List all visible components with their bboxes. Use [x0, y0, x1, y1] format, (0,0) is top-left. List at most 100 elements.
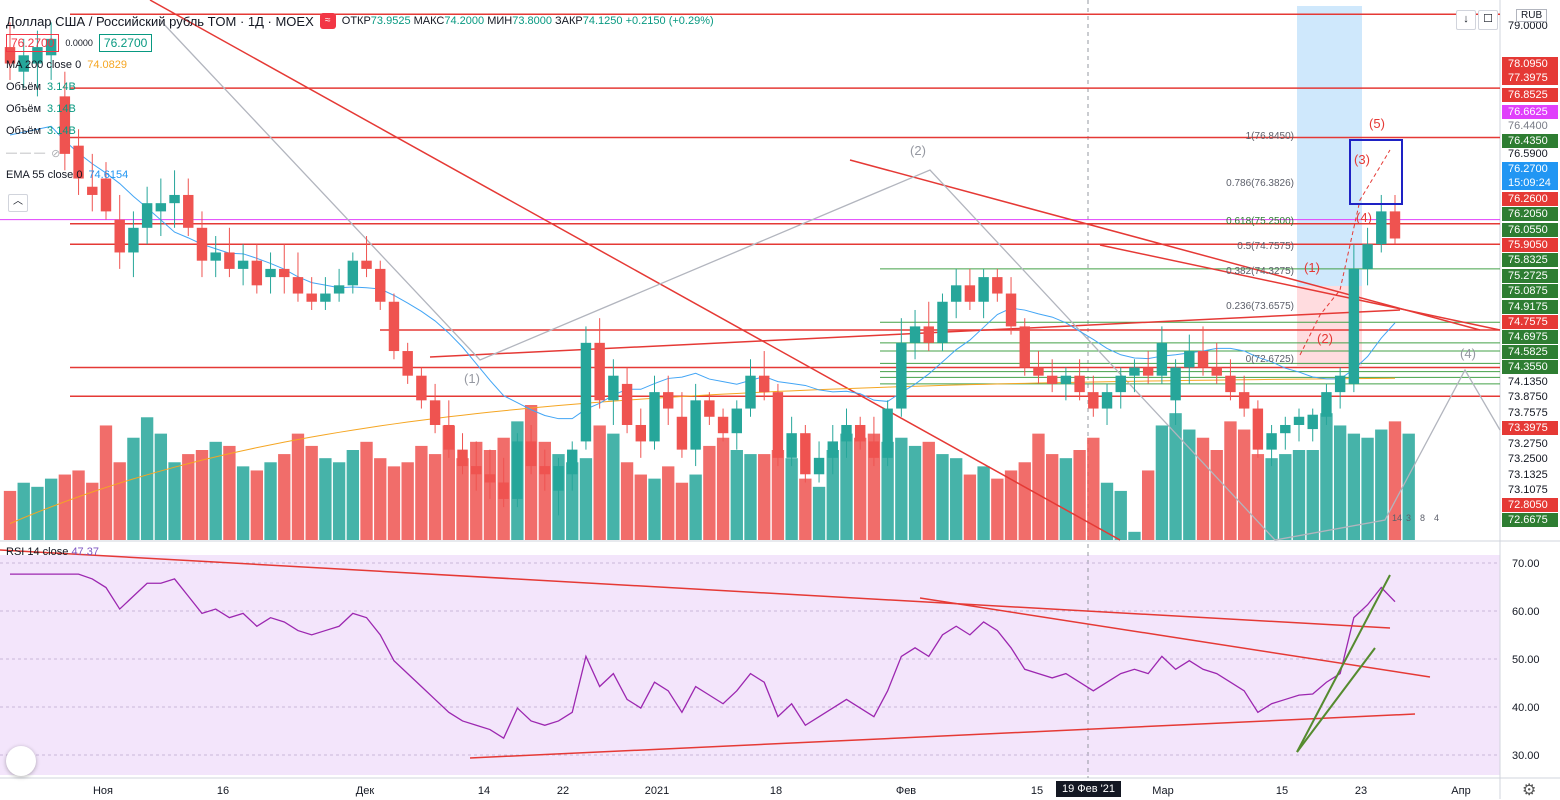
candle-body: [813, 457, 825, 475]
volume-bar: [963, 474, 977, 540]
price-axis-label: 76.2050: [1508, 208, 1548, 220]
candle-body: [1033, 367, 1044, 376]
volume-bar: [922, 441, 935, 540]
candle-body: [1142, 367, 1154, 376]
time-axis-label: 22: [557, 785, 569, 797]
collapse-legend-button[interactable]: ︿: [8, 194, 28, 212]
volume-bar: [936, 454, 949, 540]
candle-body: [923, 326, 934, 343]
alert-icon[interactable]: ≈: [319, 13, 336, 29]
candle-body: [1060, 375, 1072, 384]
price-axis-label: 73.2750: [1508, 438, 1548, 450]
wave-label-gray: (1): [464, 371, 480, 386]
candle-body: [183, 194, 194, 228]
candle-body: [443, 424, 455, 450]
candle-body: [978, 277, 989, 302]
candle-body: [1156, 342, 1168, 376]
ask-price[interactable]: 76.2700: [98, 34, 153, 52]
volume-bar: [305, 445, 318, 540]
indicator-volume-1[interactable]: Объём 3.14B: [6, 81, 76, 93]
rsi-legend[interactable]: RSI 14 close 47.37: [6, 546, 99, 558]
bid-price[interactable]: 76.2700: [6, 34, 60, 52]
candle-body: [375, 268, 386, 302]
candle-body: [320, 293, 331, 302]
volume-bar: [785, 458, 798, 540]
maximize-button[interactable]: ☐: [1478, 10, 1498, 30]
rsi-axis-label: 60.00: [1512, 606, 1540, 618]
crosshair-date-label: 19 Фев '21: [1056, 781, 1122, 797]
candle-body: [59, 96, 71, 154]
fib-label: 0.5(74.7575): [1237, 241, 1294, 252]
price-axis-tag: [1502, 192, 1558, 206]
candle-body: [1280, 424, 1291, 434]
volume-bar: [1279, 454, 1292, 540]
candle-body: [1005, 293, 1017, 327]
eye-off-icon[interactable]: ⊘: [51, 147, 61, 160]
tradingview-logo-icon[interactable]: [6, 746, 36, 776]
candle-body: [950, 285, 962, 302]
volume-bar: [950, 458, 963, 540]
candle-body: [416, 375, 427, 401]
volume-bar: [1018, 462, 1031, 540]
candle-body: [786, 433, 797, 458]
volume-bar: [154, 433, 168, 540]
gear-icon[interactable]: ⚙: [1522, 782, 1537, 799]
candle-body: [429, 400, 441, 425]
candle-body: [1019, 326, 1030, 368]
volume-bar: [689, 474, 702, 540]
volume-bar: [264, 462, 277, 540]
volume-bar: [744, 454, 757, 540]
volume-bar: [442, 425, 455, 540]
candle-body: [1307, 414, 1318, 430]
candle-body: [237, 260, 249, 269]
candle-body: [1238, 392, 1250, 409]
price-axis-tag: [1502, 207, 1558, 221]
volume-bar: [771, 450, 785, 540]
time-axis-label: 16: [217, 785, 229, 797]
currency-label[interactable]: RUB: [1516, 9, 1548, 22]
volume-bar: [1073, 450, 1086, 540]
scroll-down-button[interactable]: ↓: [1456, 10, 1476, 30]
volume-bar: [1224, 421, 1237, 540]
price-axis-tag: [1502, 162, 1558, 176]
volume-bar: [127, 437, 140, 540]
price-axis-tag: [1502, 57, 1558, 71]
fib-label: 0(72.6725): [1246, 354, 1294, 365]
candle-body: [1225, 375, 1236, 393]
volume-bar: [31, 486, 44, 540]
candle-body: [868, 441, 880, 458]
price-axis-label: 76.4350: [1508, 135, 1548, 147]
candle-body: [1046, 375, 1058, 384]
volume-bar: [716, 437, 730, 540]
rsi-support-line: [1296, 574, 1391, 753]
indicator-volume-2[interactable]: Объём 3.14B: [6, 103, 76, 115]
volume-bar: [195, 450, 209, 540]
indicator-volume-3[interactable]: Объём 3.14B: [6, 125, 76, 137]
indicator-ma200[interactable]: MA 200 close 0 74.0829: [6, 59, 127, 71]
price-axis-tag: [1502, 269, 1558, 283]
fib-label: 0.382(74.3275): [1226, 266, 1294, 277]
volume-bar: [1114, 490, 1127, 540]
candle-body: [649, 392, 660, 442]
candle-body: [73, 145, 84, 179]
symbol-title[interactable]: Доллар США / Российский рубль TOM · 1Д ·…: [6, 13, 314, 29]
rsi-support-line: [1296, 647, 1376, 753]
indicator-ema55[interactable]: EMA 55 close 0 74.6154: [6, 169, 129, 181]
candle-body: [1129, 367, 1140, 376]
indicator-hidden[interactable]: — — — ⊘: [6, 147, 61, 160]
candle-body: [1211, 367, 1222, 376]
candle-body: [1088, 392, 1099, 409]
time-axis-label: Ноя: [93, 785, 113, 797]
price-axis-label: 76.4400: [1508, 120, 1548, 132]
marker-label: 4: [1434, 513, 1439, 523]
price-axis-tag: [1502, 315, 1558, 329]
time-axis-label: Дек: [356, 785, 375, 797]
volume-bar: [346, 450, 359, 540]
price-axis-label: 76.2700: [1508, 163, 1548, 175]
candle-body: [196, 227, 208, 261]
price-axis-label: 74.5825: [1508, 346, 1548, 358]
candle-body: [690, 400, 701, 450]
volume-bar: [209, 441, 222, 540]
wave-label-red: (1): [1304, 260, 1320, 275]
